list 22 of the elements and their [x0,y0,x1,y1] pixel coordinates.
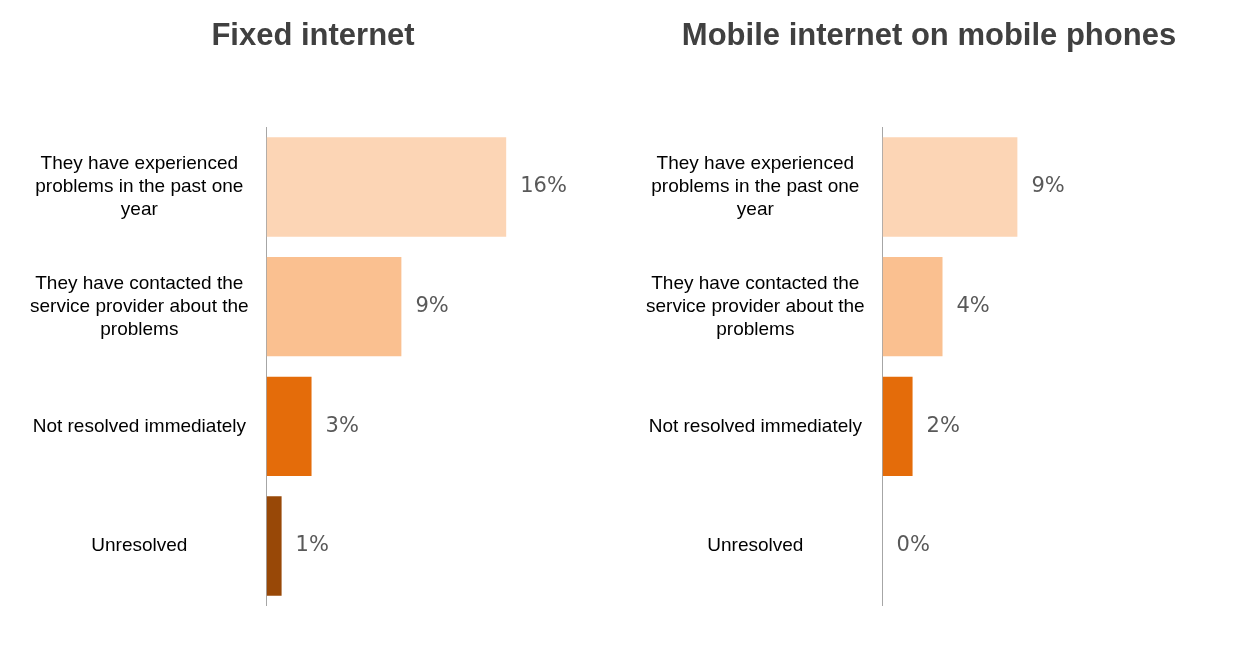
y-tick-label: They have experienced problems in the past one year [35,152,244,220]
y-tick-label: They have contacted the service provider about the problems [30,272,249,339]
chart-title: Fixed internet [211,17,415,53]
data-label: 3% [325,412,359,437]
y-tick-label: Unresolved [91,534,188,556]
y-tick-label: Unresolved [707,534,804,556]
bar [266,376,312,476]
y-tick-label: They have contacted the service provider about the problems [646,272,865,339]
y-tick-label: They have experienced problems in the past one year [651,152,860,220]
data-label: 1% [295,532,329,557]
y-tick-label: Not resolved immediately [648,414,863,436]
data-label: 4% [956,293,990,318]
bar [266,496,282,596]
chart-title: Mobile internet on mobile phones [681,17,1177,53]
bar [266,137,507,237]
data-label: 9% [1031,173,1065,198]
data-label: 2% [926,412,960,437]
bar [266,257,402,357]
y-tick-label: Not resolved immediately [32,414,247,436]
data-label: 9% [415,293,449,318]
data-label: 16% [520,173,567,198]
data-label: 0% [896,532,930,557]
